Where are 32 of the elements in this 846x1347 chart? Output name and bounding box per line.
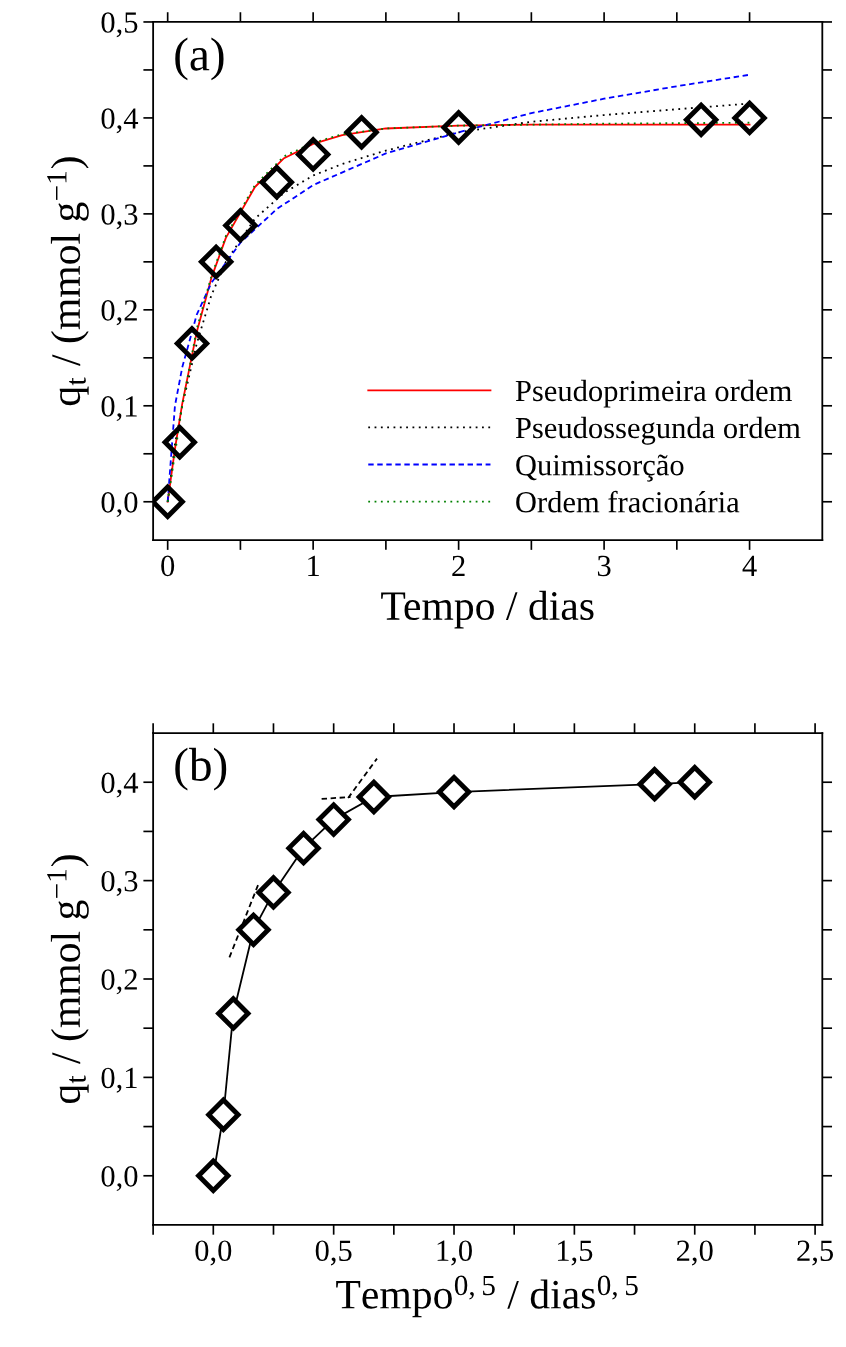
y-tick-label: 0,3 [101, 870, 138, 896]
x-tick-label: 4 [742, 555, 757, 576]
x-tick-label: 3 [597, 555, 611, 577]
y-tick-label: 0,4 [101, 772, 139, 798]
y-axis-title: q$_{t}$ / (mmol g$^{−1}$) [47, 157, 89, 406]
y-tick-label: 0,1 [101, 1067, 137, 1093]
y-tick-label: 0,2 [101, 969, 137, 995]
x-tick-label: 0 [161, 555, 175, 577]
x-tick-label: 2,0 [676, 1240, 713, 1266]
annotation: (b) [175, 747, 227, 791]
x-tick-label: 1,0 [437, 1240, 472, 1266]
y-tick-label: 0,3 [101, 204, 138, 230]
x-tick-label: 0,5 [315, 1240, 352, 1266]
legend-label: Pseudoprimeira ordem [515, 379, 792, 408]
annotation: (a) [175, 37, 224, 81]
x-axis-title: Tempo$^{0,5}$ / dias$^{0,5}$ [336, 1275, 638, 1318]
y-tick-label: 0,0 [101, 492, 138, 518]
y-axis-title: q$_{t}$ / (mmol g$^{−1}$) [47, 855, 89, 1104]
x-tick-label: 2,5 [797, 1240, 833, 1266]
x-tick-label: 1 [308, 555, 319, 576]
legend-label: Pseudossegunda ordem [515, 416, 801, 445]
x-tick-label: 2 [452, 555, 465, 576]
y-tick-label: 0,0 [101, 1166, 138, 1192]
y-tick-label: 0,2 [101, 300, 137, 326]
legend-label: Ordem fracionária [516, 490, 740, 513]
x-tick-label: 1,5 [557, 1240, 593, 1266]
legend-label: Quimissorção [516, 454, 684, 482]
x-axis-title: Tempo / dias [381, 590, 594, 629]
y-tick-label: 0,5 [101, 12, 138, 38]
y-tick-label: 0,4 [101, 108, 139, 134]
y-tick-label: 0,1 [101, 396, 137, 422]
x-tick-label: 0,0 [195, 1240, 232, 1266]
